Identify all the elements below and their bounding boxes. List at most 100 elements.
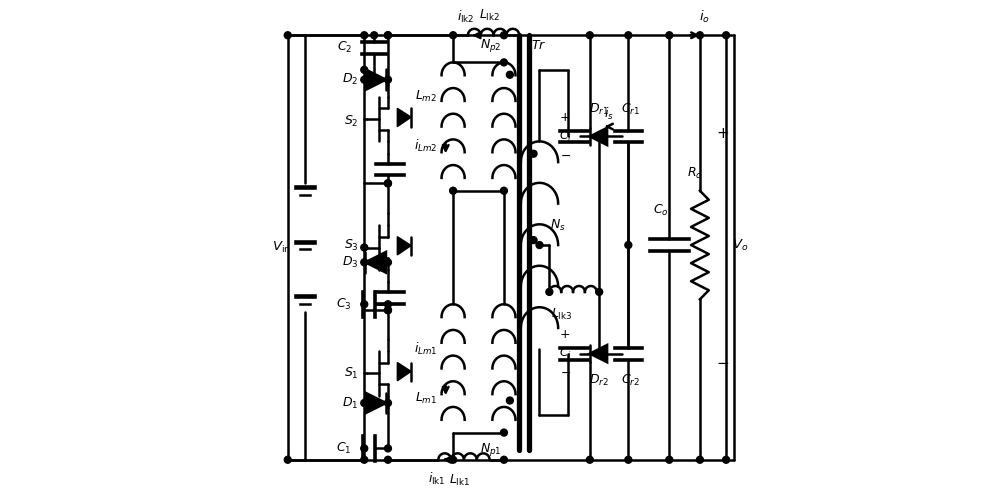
Circle shape	[361, 76, 368, 83]
Text: $L_{m1}$: $L_{m1}$	[415, 391, 437, 405]
Polygon shape	[590, 345, 607, 362]
Circle shape	[536, 242, 543, 248]
Text: $R_o$: $R_o$	[687, 166, 703, 181]
Circle shape	[506, 71, 513, 78]
Circle shape	[666, 32, 673, 39]
Circle shape	[384, 445, 391, 452]
Circle shape	[384, 76, 391, 83]
Circle shape	[361, 301, 368, 308]
Circle shape	[384, 307, 391, 314]
Text: $N_s$: $N_s$	[550, 218, 566, 233]
Polygon shape	[397, 108, 411, 127]
Text: $V_{\rm in}$: $V_{\rm in}$	[272, 240, 291, 255]
Polygon shape	[365, 69, 386, 90]
Circle shape	[500, 456, 507, 463]
Circle shape	[384, 399, 391, 406]
Text: $C_1$: $C_1$	[336, 441, 352, 456]
Polygon shape	[590, 128, 607, 145]
Circle shape	[586, 32, 593, 39]
Circle shape	[500, 32, 507, 39]
Circle shape	[384, 307, 391, 314]
Text: $C_o$: $C_o$	[653, 203, 668, 218]
Text: $D_1$: $D_1$	[342, 396, 358, 410]
Text: $C_3$: $C_3$	[336, 297, 352, 312]
Text: $Tr$: $Tr$	[531, 39, 547, 51]
Polygon shape	[365, 393, 386, 413]
Text: $i_{\rm lk1}$: $i_{\rm lk1}$	[428, 470, 446, 487]
Circle shape	[384, 180, 391, 187]
Circle shape	[284, 456, 291, 463]
Text: $i_{Lm2}$: $i_{Lm2}$	[414, 138, 437, 154]
Text: +: +	[560, 111, 570, 124]
Text: $C_2$: $C_2$	[337, 40, 352, 55]
Circle shape	[361, 399, 368, 406]
Circle shape	[450, 32, 457, 39]
Circle shape	[384, 301, 391, 308]
Circle shape	[596, 289, 603, 296]
Circle shape	[371, 76, 378, 83]
Text: $C_j$: $C_j$	[559, 345, 572, 362]
Text: $i_{Lm1}$: $i_{Lm1}$	[414, 341, 437, 357]
Text: $V_o$: $V_o$	[732, 238, 749, 252]
Circle shape	[384, 32, 391, 39]
Circle shape	[284, 32, 291, 39]
Circle shape	[625, 456, 632, 463]
Text: $S_3$: $S_3$	[344, 238, 358, 252]
Circle shape	[450, 187, 457, 194]
Circle shape	[530, 237, 537, 244]
Text: +: +	[560, 328, 570, 342]
Circle shape	[361, 259, 368, 266]
Circle shape	[506, 397, 513, 404]
Circle shape	[666, 456, 673, 463]
Circle shape	[361, 456, 368, 463]
Text: $i_o$: $i_o$	[699, 8, 710, 25]
Circle shape	[530, 150, 537, 157]
Text: $-$: $-$	[560, 148, 571, 162]
Circle shape	[625, 32, 632, 39]
Text: $i_{\rm lk2}$: $i_{\rm lk2}$	[457, 8, 474, 25]
Text: $D_{r2}$: $D_{r2}$	[589, 373, 609, 388]
Circle shape	[500, 187, 507, 194]
Text: $C_{r1}$: $C_{r1}$	[621, 102, 640, 117]
Circle shape	[361, 32, 368, 39]
Text: $L_{\rm lk3}$: $L_{\rm lk3}$	[551, 306, 572, 322]
Circle shape	[371, 32, 378, 39]
Polygon shape	[397, 362, 411, 381]
Circle shape	[384, 259, 391, 266]
Text: $i_s$: $i_s$	[604, 106, 614, 122]
Circle shape	[362, 399, 369, 406]
Text: $L_{m2}$: $L_{m2}$	[415, 90, 437, 104]
Circle shape	[450, 456, 457, 463]
Circle shape	[546, 289, 553, 296]
Text: $D_{r1}$: $D_{r1}$	[589, 102, 609, 117]
Circle shape	[625, 242, 632, 248]
Text: $-$: $-$	[716, 353, 729, 369]
Circle shape	[500, 429, 507, 436]
Text: $D_3$: $D_3$	[342, 255, 358, 270]
Text: $-$: $-$	[560, 366, 571, 379]
Text: $N_{p1}$: $N_{p1}$	[480, 442, 501, 458]
Polygon shape	[397, 237, 411, 255]
Circle shape	[723, 456, 730, 463]
Circle shape	[361, 244, 368, 251]
Circle shape	[361, 445, 368, 452]
Text: $S_2$: $S_2$	[344, 114, 358, 129]
Circle shape	[500, 59, 507, 66]
Circle shape	[723, 32, 730, 39]
Circle shape	[384, 180, 391, 187]
Circle shape	[696, 456, 703, 463]
Circle shape	[361, 66, 368, 73]
Polygon shape	[365, 252, 386, 273]
Circle shape	[586, 456, 593, 463]
Circle shape	[384, 32, 391, 39]
Text: $+$: $+$	[716, 126, 729, 142]
Circle shape	[696, 32, 703, 39]
Circle shape	[384, 456, 391, 463]
Text: $L_{\rm lk2}$: $L_{\rm lk2}$	[479, 8, 500, 23]
Text: $C_j$: $C_j$	[559, 128, 572, 145]
Text: $C_{r2}$: $C_{r2}$	[621, 373, 640, 388]
Text: $L_{\rm lk1}$: $L_{\rm lk1}$	[449, 473, 470, 488]
Text: $D_2$: $D_2$	[342, 72, 358, 87]
Text: $N_{p2}$: $N_{p2}$	[480, 37, 501, 53]
Text: $S_1$: $S_1$	[344, 366, 358, 381]
